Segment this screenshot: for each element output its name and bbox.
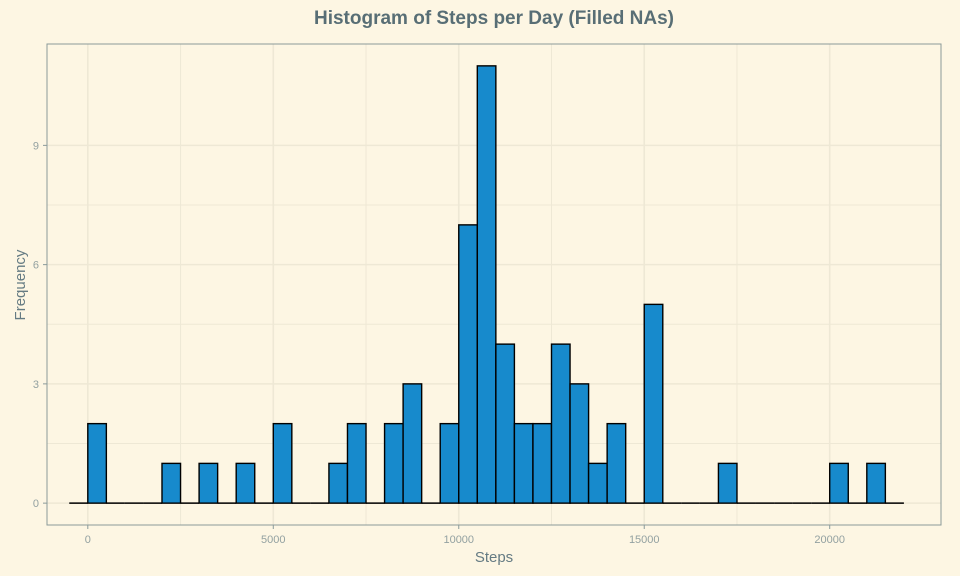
histogram-bar <box>532 422 553 504</box>
histogram-bar <box>383 422 404 504</box>
panel-border <box>46 43 942 526</box>
x-axis-title: Steps <box>475 549 513 566</box>
histogram-bar <box>866 462 887 504</box>
x-tick-label: 20000 <box>814 534 845 546</box>
y-axis-title: Frequency <box>12 249 29 320</box>
histogram-bar <box>87 422 108 504</box>
histogram-bar <box>606 422 627 504</box>
histogram-bar <box>476 65 497 504</box>
histogram-bar <box>328 462 349 504</box>
histogram-bar <box>161 462 182 504</box>
histogram-bar <box>550 343 571 504</box>
histogram-bar <box>402 383 423 504</box>
histogram-bar <box>346 422 367 504</box>
x-tick-label: 10000 <box>443 534 474 546</box>
histogram-bar <box>439 422 460 504</box>
histogram-bar <box>829 462 849 504</box>
histogram-bar <box>495 343 516 504</box>
histogram-bar <box>717 462 738 504</box>
x-tick-label: 5000 <box>261 534 285 546</box>
y-tick-label: 0 <box>33 498 39 510</box>
y-tick-label: 3 <box>33 379 39 391</box>
x-tick-label: 0 <box>85 534 91 546</box>
histogram-bar <box>587 462 608 504</box>
histogram-bar <box>458 224 479 504</box>
histogram-bar <box>235 462 256 504</box>
y-tick-label: 6 <box>33 260 39 272</box>
axis-ticks: 0 5000 10000 15000 20000 0 3 6 9 <box>33 140 845 546</box>
histogram-bar <box>513 422 534 504</box>
histogram-bar <box>643 303 664 504</box>
histogram-bar <box>272 422 293 504</box>
y-tick-label: 9 <box>33 140 39 152</box>
histogram-bar <box>198 462 219 504</box>
x-tick-label: 15000 <box>629 534 660 546</box>
histogram-bar <box>569 383 590 504</box>
histogram-bars <box>69 65 904 504</box>
chart-title: Histogram of Steps per Day (Filled NAs) <box>314 8 674 29</box>
